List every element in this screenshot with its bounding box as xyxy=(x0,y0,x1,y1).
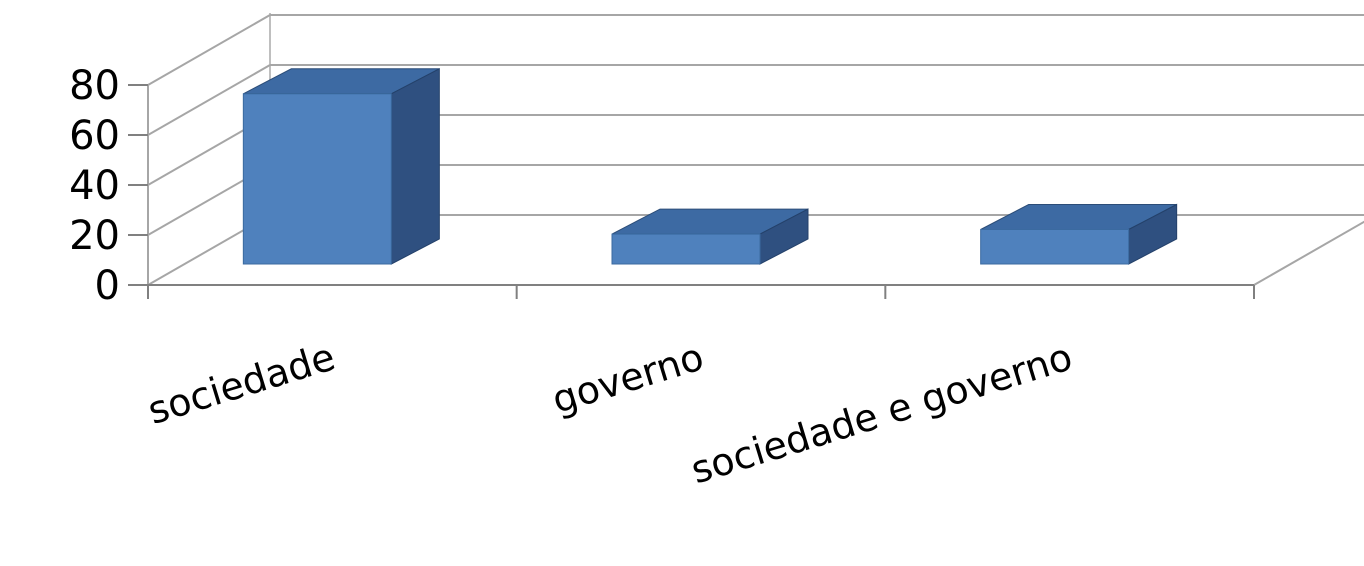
x-category-label: sociedade xyxy=(143,335,340,433)
bar-3 xyxy=(980,203,1178,265)
y-tick-label: 60 xyxy=(69,113,120,159)
gridlines xyxy=(147,14,1364,286)
bar-side-face xyxy=(390,67,440,265)
y-tick-label: 20 xyxy=(69,213,120,259)
gridline-side-60 xyxy=(147,64,271,136)
x-category-label: sociedade e governo xyxy=(686,335,1077,493)
floor-right-edge xyxy=(1253,220,1364,286)
bar-2 xyxy=(611,208,809,265)
y-tick-label: 0 xyxy=(95,263,120,309)
bars xyxy=(242,67,1178,265)
axes xyxy=(128,84,1255,299)
y-tick-label: 40 xyxy=(69,163,120,209)
bar-front-face xyxy=(611,233,761,265)
y-tick-label: 80 xyxy=(69,63,120,109)
x-category-label: governo xyxy=(547,335,709,423)
bar-1 xyxy=(242,67,440,265)
bar-front-face xyxy=(980,229,1130,265)
gridline-side-80 xyxy=(147,14,271,86)
bar-front-face xyxy=(242,93,392,265)
